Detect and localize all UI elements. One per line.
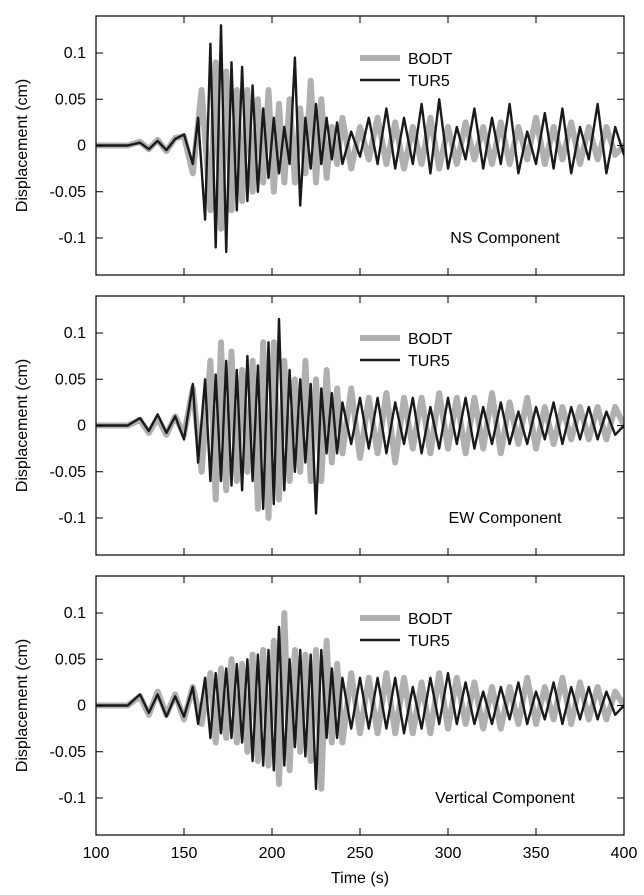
x-tick-label: 100 bbox=[83, 845, 110, 862]
x-tick-label: 400 bbox=[611, 845, 638, 862]
panel-2: -0.1 -0.05 0 0.05 0.1 Displacement (cm) BODT TU… bbox=[14, 295, 625, 556]
y-tick-label: -0.1 bbox=[58, 790, 86, 807]
y-tick-label: -0.05 bbox=[50, 464, 87, 481]
x-tick-label: 350 bbox=[523, 845, 550, 862]
component-annotation: NS Component bbox=[450, 230, 560, 247]
y-axis-label: Displacement (cm) bbox=[14, 79, 31, 212]
legend-label-bodt: BODT bbox=[408, 331, 453, 348]
y-tick-label: -0.05 bbox=[50, 744, 87, 761]
y-tick-label: 0.1 bbox=[64, 605, 86, 622]
y-tick-label: -0.05 bbox=[50, 184, 87, 201]
x-tick-label: 300 bbox=[435, 845, 462, 862]
panel-1: -0.1 -0.05 0 0.05 0.1 Displacement (cm) BODT TU… bbox=[14, 15, 625, 276]
x-tick-label: 150 bbox=[171, 845, 198, 862]
y-tick-label: 0.05 bbox=[55, 91, 86, 108]
legend-label-tur5: TUR5 bbox=[408, 633, 450, 650]
component-annotation: EW Component bbox=[449, 510, 562, 527]
series-line-bodt bbox=[96, 59, 624, 232]
y-tick-label: 0 bbox=[77, 138, 86, 155]
y-tick-label: 0.05 bbox=[55, 651, 86, 668]
y-tick-label: -0.1 bbox=[58, 510, 86, 527]
y-tick-label: -0.1 bbox=[58, 230, 86, 247]
y-axis-label: Displacement (cm) bbox=[14, 639, 31, 772]
x-tick-label: 250 bbox=[347, 845, 374, 862]
legend-label-tur5: TUR5 bbox=[408, 353, 450, 370]
series-line-tur5 bbox=[96, 625, 624, 790]
component-annotation: Vertical Component bbox=[435, 790, 575, 807]
y-tick-label: 0 bbox=[77, 698, 86, 715]
panel-3: -0.1 -0.05 0 0.05 0.1 100 150 200 250 300 350 400 Di… bbox=[14, 575, 638, 887]
y-tick-label: 0.1 bbox=[64, 45, 86, 62]
y-axis-label: Displacement (cm) bbox=[14, 359, 31, 492]
series-line-tur5 bbox=[96, 317, 624, 515]
y-tick-label: 0.05 bbox=[55, 371, 86, 388]
legend-label-bodt: BODT bbox=[408, 51, 453, 68]
x-tick-label: 200 bbox=[259, 845, 286, 862]
legend-label-bodt: BODT bbox=[408, 611, 453, 628]
x-axis-label: Time (s) bbox=[331, 870, 389, 887]
y-tick-label: 0.1 bbox=[64, 325, 86, 342]
series-line-bodt bbox=[96, 339, 624, 521]
y-tick-label: 0 bbox=[77, 418, 86, 435]
legend-label-tur5: TUR5 bbox=[408, 73, 450, 90]
series-line-tur5 bbox=[96, 24, 624, 254]
